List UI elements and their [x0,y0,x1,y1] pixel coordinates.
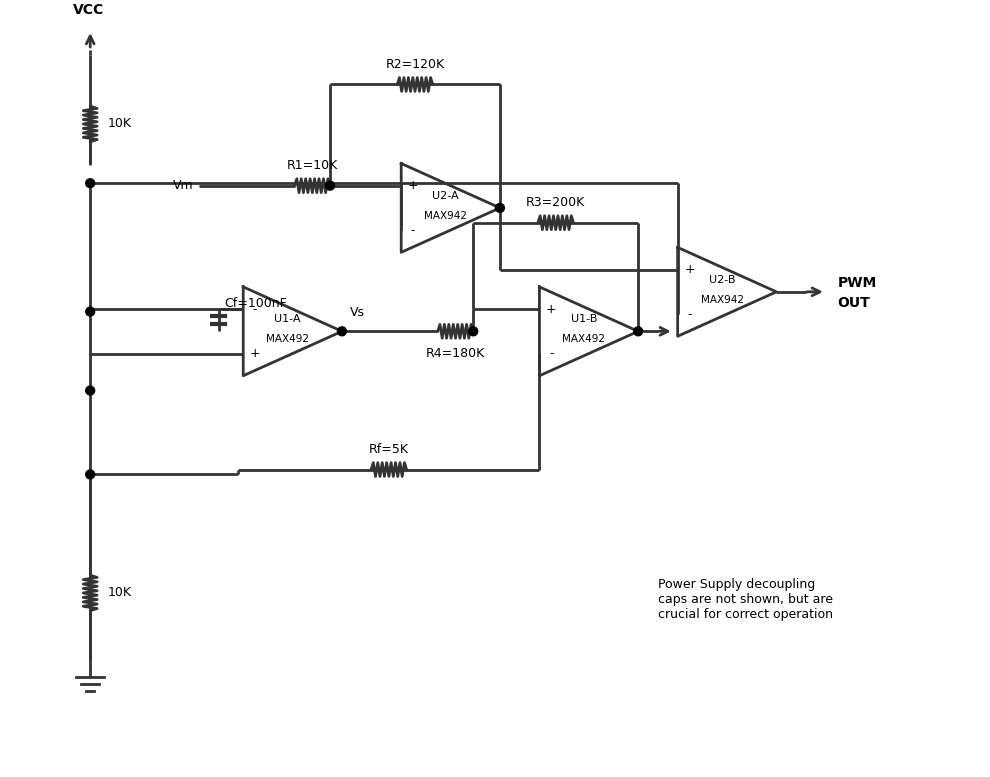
Text: +: + [545,302,556,315]
Circle shape [338,327,346,336]
Text: OUT: OUT [838,296,870,310]
Text: Power Supply decoupling
caps are not shown, but are
crucial for correct operatio: Power Supply decoupling caps are not sho… [658,578,833,621]
Text: -: - [549,347,553,360]
Text: MAX942: MAX942 [424,211,467,221]
Circle shape [86,470,95,479]
Text: R1=10K: R1=10K [287,159,338,172]
Text: +: + [684,263,695,276]
Text: 10K: 10K [108,587,132,600]
Text: -: - [411,224,415,237]
Circle shape [86,307,95,316]
Text: +: + [249,347,260,360]
Text: +: + [408,179,419,192]
Text: -: - [252,302,257,315]
Text: U1-B: U1-B [570,315,597,325]
Text: R2=120K: R2=120K [385,57,445,71]
Text: Vm: Vm [173,179,194,192]
Text: MAX492: MAX492 [562,334,605,344]
Circle shape [469,327,478,336]
Circle shape [326,181,335,190]
Circle shape [86,179,95,188]
Circle shape [634,327,643,336]
Text: R3=200K: R3=200K [526,196,585,209]
Text: PWM: PWM [838,276,877,290]
Text: U2-A: U2-A [433,191,459,201]
Text: Rf=5K: Rf=5K [369,443,409,456]
Text: -: - [687,308,692,321]
Text: Cf=100nF: Cf=100nF [225,298,287,310]
Circle shape [86,386,95,395]
Text: U2-B: U2-B [709,275,736,285]
Text: MAX492: MAX492 [266,334,309,344]
Text: VCC: VCC [72,3,104,17]
Text: U1-A: U1-A [274,315,301,325]
Text: MAX942: MAX942 [701,294,743,305]
Text: Vs: Vs [349,306,365,319]
Text: R4=180K: R4=180K [426,347,485,360]
Text: 10K: 10K [108,117,132,131]
Circle shape [495,204,504,212]
